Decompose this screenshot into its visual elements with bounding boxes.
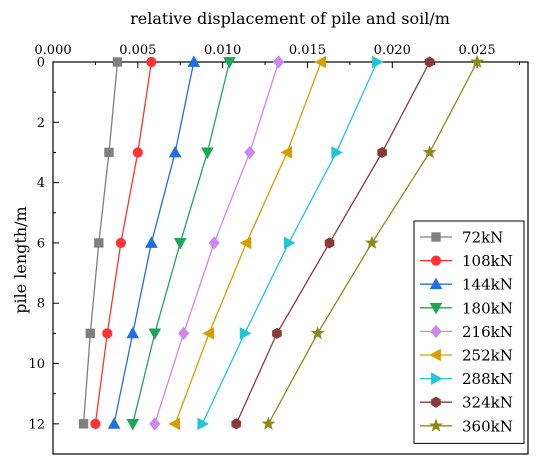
plot-frame xyxy=(52,61,529,455)
y-tick-label: 10 xyxy=(28,357,45,372)
data-point-72kn xyxy=(112,57,123,67)
x-tick-label: 0.020 xyxy=(374,43,411,58)
legend-marker-360kn xyxy=(429,418,443,432)
legend-label-72kn: 72kN xyxy=(462,229,503,247)
data-point-108kn xyxy=(115,237,126,249)
y-tick-label: 0 xyxy=(37,56,45,71)
data-point-108kn xyxy=(132,147,143,158)
data-point-216kn xyxy=(178,326,190,341)
data-point-72kn xyxy=(85,328,96,339)
data-point-144kn xyxy=(168,145,182,158)
legend-marker-108kn xyxy=(430,255,442,266)
legend: 72kN 108kN 144kN 180kN 216kN 252kN 288kN 324kN 3… xyxy=(413,220,525,444)
data-point-216kn xyxy=(244,145,256,160)
legend-label-180kn: 180kN xyxy=(462,299,513,317)
data-point-180kn xyxy=(223,57,236,69)
legend-label-216kn: 216kN xyxy=(462,323,513,341)
data-point-360kn xyxy=(365,235,379,249)
data-point-252kn xyxy=(314,55,326,69)
legend-marker-216kn xyxy=(430,324,442,339)
data-point-144kn xyxy=(107,417,121,429)
data-point-72kn xyxy=(104,147,114,158)
x-tick-label: 0.025 xyxy=(458,43,495,58)
y-tick-label: 12 xyxy=(28,417,45,432)
data-point-288kn xyxy=(239,327,252,340)
legend-label-108kn: 108kN xyxy=(462,252,513,270)
data-point-216kn xyxy=(208,236,220,250)
data-point-288kn xyxy=(197,417,209,431)
data-point-288kn xyxy=(331,146,343,159)
legend-marker-252kn xyxy=(429,348,441,362)
data-point-180kn xyxy=(126,418,140,431)
legend-label-252kn: 252kN xyxy=(462,347,513,365)
legend-marker-288kn xyxy=(431,372,443,385)
plot-area: 0.000 0.005 0.010 0.015 0.020 0.025 0 2 4 6 8 10 12 xyxy=(28,43,529,455)
data-point-108kn xyxy=(90,418,101,429)
data-point-252kn xyxy=(168,417,181,431)
y-tick-label: 2 xyxy=(37,116,45,131)
data-point-360kn xyxy=(261,416,276,430)
data-point-108kn xyxy=(102,328,113,339)
y-tick-label: 6 xyxy=(37,236,45,251)
data-point-324kn xyxy=(231,418,242,430)
legend-marker-180kn xyxy=(429,302,443,315)
data-point-72kn xyxy=(94,238,104,248)
legend-marker-144kn xyxy=(429,277,443,290)
data-point-180kn xyxy=(201,147,214,160)
legend-label-288kn: 288kN xyxy=(462,370,513,388)
data-point-108kn xyxy=(146,56,157,68)
y-tick-label: 8 xyxy=(37,297,45,312)
data-point-144kn xyxy=(187,55,201,67)
legend-marker-72kn xyxy=(431,232,441,242)
data-point-72kn xyxy=(78,419,89,429)
x-tick-label: 0.000 xyxy=(34,43,71,58)
legend-marker-324kn xyxy=(431,396,441,408)
data-point-360kn xyxy=(470,54,485,68)
data-point-324kn xyxy=(324,237,335,249)
data-point-324kn xyxy=(377,146,387,159)
data-point-144kn xyxy=(145,236,158,248)
data-point-216kn xyxy=(149,417,161,431)
legend-label-360kn: 360kN xyxy=(462,417,513,435)
data-point-360kn xyxy=(310,326,325,340)
y-axis-title: pile length/m xyxy=(11,206,30,313)
data-point-180kn xyxy=(173,238,187,250)
data-point-324kn xyxy=(272,327,282,339)
x-axis-title: relative displacement of pile and soil/m xyxy=(130,9,450,28)
x-tick-label: 0.015 xyxy=(289,43,326,58)
x-tick-label: 0.010 xyxy=(204,43,241,58)
data-point-288kn xyxy=(283,236,296,250)
data-point-216kn xyxy=(273,55,285,69)
legend-label-324kn: 324kN xyxy=(462,394,513,412)
data-point-288kn xyxy=(372,55,384,69)
data-point-180kn xyxy=(148,328,162,341)
y-tick-label: 4 xyxy=(37,176,45,191)
data-point-324kn xyxy=(424,56,435,68)
data-point-252kn xyxy=(202,327,214,340)
data-point-360kn xyxy=(422,145,437,159)
data-point-252kn xyxy=(239,236,252,250)
data-point-144kn xyxy=(126,326,140,339)
legend-label-144kn: 144kN xyxy=(462,276,513,294)
x-tick-label: 0.005 xyxy=(119,43,156,58)
data-point-252kn xyxy=(280,146,293,159)
